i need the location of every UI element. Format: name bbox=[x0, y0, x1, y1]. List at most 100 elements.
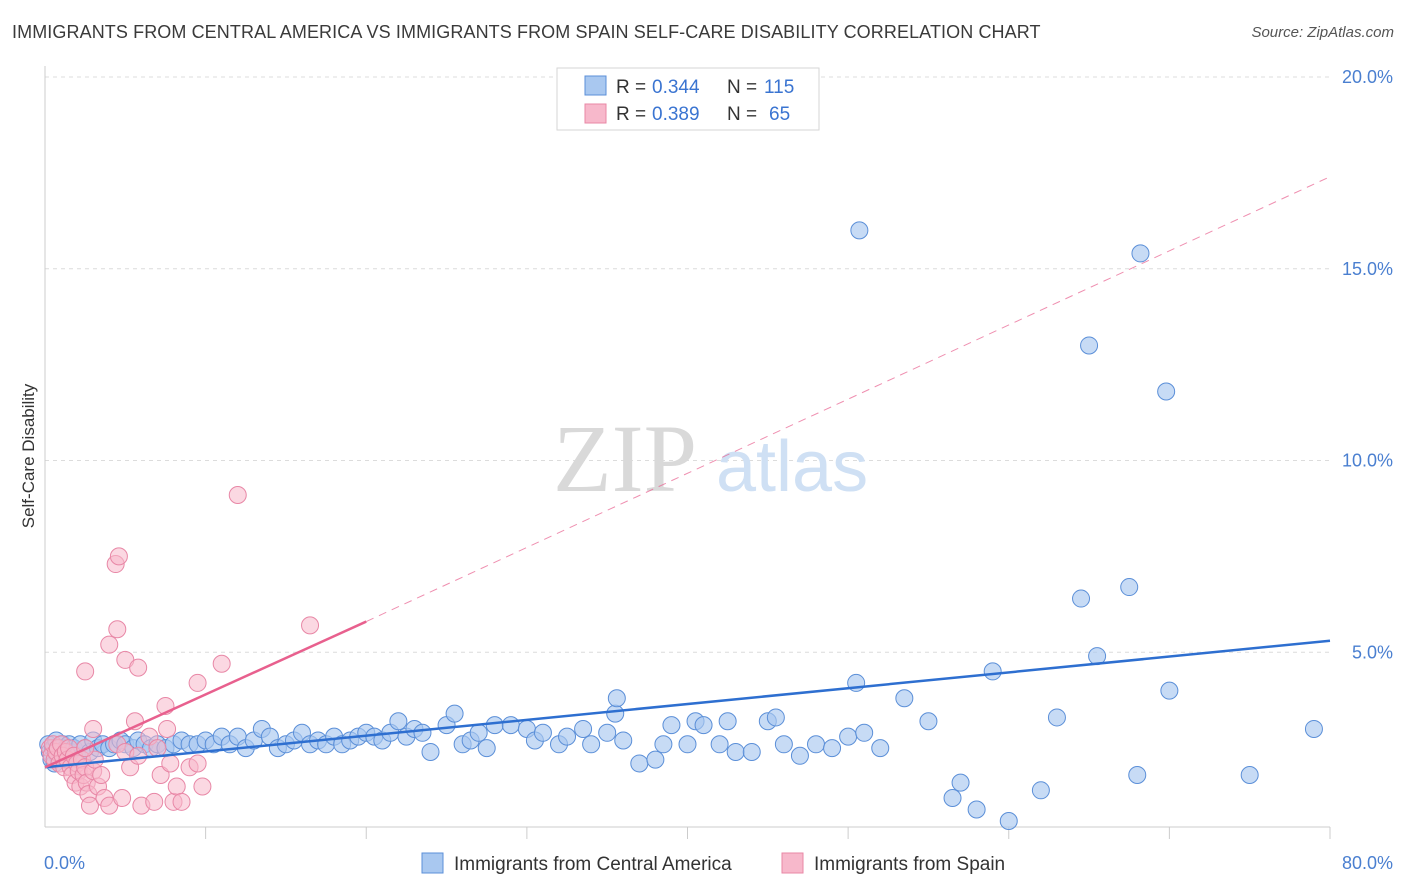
point-central-america bbox=[582, 735, 601, 754]
point-central-america bbox=[678, 735, 697, 754]
y-tick-label: 10.0% bbox=[1342, 451, 1393, 471]
watermark-atlas: atlas bbox=[716, 427, 868, 507]
point-central-america bbox=[662, 716, 681, 735]
point-spain bbox=[167, 777, 186, 796]
point-central-america bbox=[606, 704, 625, 723]
point-spain bbox=[151, 765, 170, 784]
point-central-america bbox=[630, 754, 649, 773]
stats-r-label: R = bbox=[616, 77, 646, 98]
point-spain bbox=[100, 635, 119, 654]
point-spain bbox=[129, 746, 148, 765]
point-central-america bbox=[790, 746, 809, 765]
point-central-america bbox=[485, 716, 504, 735]
point-central-america bbox=[1240, 765, 1259, 784]
point-central-america bbox=[742, 742, 761, 761]
chart-title: IMMIGRANTS FROM CENTRAL AMERICA VS IMMIG… bbox=[12, 22, 1041, 42]
point-central-america bbox=[1128, 765, 1147, 784]
point-spain bbox=[158, 719, 177, 738]
point-spain bbox=[76, 662, 95, 681]
point-central-america bbox=[413, 723, 432, 742]
stats-legend-swatch-central-america bbox=[584, 75, 607, 96]
point-spain bbox=[188, 673, 207, 692]
point-central-america bbox=[1131, 244, 1150, 263]
point-central-america bbox=[951, 773, 970, 792]
point-central-america bbox=[919, 712, 938, 731]
point-spain bbox=[145, 792, 164, 811]
point-central-america bbox=[574, 719, 593, 738]
point-central-america bbox=[1120, 578, 1139, 597]
stats-r-label: R = bbox=[616, 104, 646, 125]
trend-line-spain bbox=[44, 620, 367, 769]
spain-points bbox=[40, 486, 320, 815]
legend-swatch-central-america bbox=[421, 852, 444, 874]
point-spain bbox=[301, 616, 320, 635]
point-central-america bbox=[421, 742, 440, 761]
point-central-america bbox=[999, 811, 1018, 830]
point-spain bbox=[129, 658, 148, 677]
y-tick-label: 5.0% bbox=[1352, 642, 1393, 662]
stats-n-value: 65 bbox=[769, 104, 790, 125]
point-central-america bbox=[823, 739, 842, 758]
point-central-america bbox=[1031, 781, 1050, 800]
x-tick-label-max: 80.0% bbox=[1342, 853, 1393, 873]
stats-legend: R = 0.344 N = 115 R = 0.389 N = 65 bbox=[556, 67, 820, 131]
point-spain bbox=[228, 486, 247, 505]
point-central-america bbox=[967, 800, 986, 819]
point-central-america bbox=[726, 742, 745, 761]
point-spain bbox=[92, 765, 111, 784]
point-central-america bbox=[871, 739, 890, 758]
point-central-america bbox=[694, 716, 713, 735]
point-central-america bbox=[607, 689, 626, 708]
point-central-america bbox=[501, 716, 520, 735]
point-spain bbox=[80, 796, 99, 815]
stats-legend-swatch-spain bbox=[584, 103, 607, 124]
point-spain bbox=[172, 792, 191, 811]
point-central-america bbox=[766, 708, 785, 727]
point-central-america bbox=[1072, 589, 1091, 608]
source-label: Source: ZipAtlas.com bbox=[1251, 24, 1394, 41]
point-central-america bbox=[469, 723, 488, 742]
y-tick-label: 15.0% bbox=[1342, 259, 1393, 279]
point-central-america bbox=[718, 712, 737, 731]
bottom-legend: Immigrants from Central America Immigran… bbox=[421, 852, 1005, 875]
point-central-america bbox=[614, 731, 633, 750]
point-central-america bbox=[1304, 719, 1323, 738]
point-spain bbox=[161, 754, 180, 773]
stats-n-label: N = bbox=[727, 104, 757, 125]
trend-line-spain-extrapolated bbox=[366, 176, 1331, 623]
point-central-america bbox=[774, 735, 793, 754]
trend-line-central-america bbox=[44, 639, 1331, 769]
y-tick-label: 20.0% bbox=[1342, 67, 1393, 87]
point-central-america bbox=[533, 723, 552, 742]
legend-label-central-america: Immigrants from Central America bbox=[454, 854, 732, 875]
point-spain bbox=[212, 654, 231, 673]
point-central-america bbox=[389, 712, 408, 731]
x-ticks bbox=[205, 827, 1331, 839]
point-central-america bbox=[850, 221, 869, 240]
point-spain bbox=[193, 777, 212, 796]
point-central-america bbox=[895, 689, 914, 708]
stats-n-label: N = bbox=[727, 77, 757, 98]
point-central-america bbox=[839, 727, 858, 746]
watermark-zip: ZIP bbox=[553, 405, 697, 512]
point-central-america bbox=[646, 750, 665, 769]
point-central-america bbox=[1047, 708, 1066, 727]
trend-lines bbox=[44, 176, 1331, 769]
point-spain bbox=[108, 620, 127, 639]
y-tick-labels: 5.0% 10.0% 15.0% 20.0% bbox=[1342, 67, 1393, 662]
stats-r-value: 0.344 bbox=[652, 77, 700, 98]
point-central-america bbox=[1080, 336, 1099, 355]
point-central-america bbox=[1157, 382, 1176, 401]
point-central-america bbox=[983, 662, 1002, 681]
point-central-america bbox=[654, 735, 673, 754]
central-america-points bbox=[39, 221, 1323, 830]
legend-swatch-spain bbox=[781, 852, 804, 874]
point-spain bbox=[188, 754, 207, 773]
point-central-america bbox=[855, 723, 874, 742]
point-spain bbox=[113, 788, 132, 807]
point-central-america bbox=[943, 788, 962, 807]
point-central-america bbox=[445, 704, 464, 723]
point-central-america bbox=[1160, 681, 1179, 700]
legend-label-spain: Immigrants from Spain bbox=[814, 854, 1005, 875]
